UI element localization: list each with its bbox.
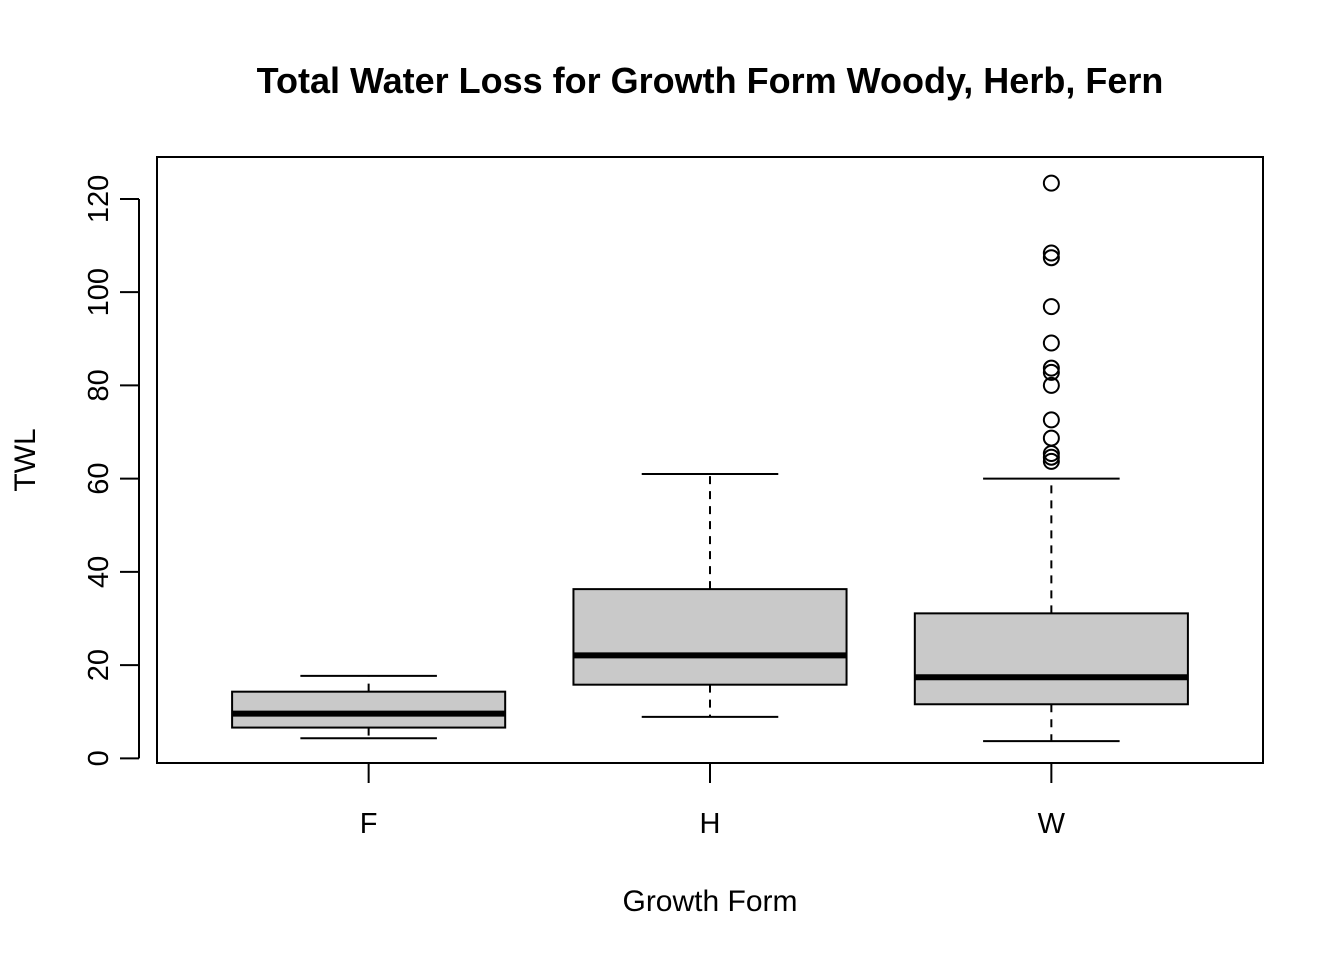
outlier-point: [1042, 363, 1060, 381]
y-tick-label: 20: [83, 649, 115, 681]
outlier-point: [1042, 249, 1060, 267]
outlier-point: [1042, 429, 1060, 447]
outlier-point: [1042, 411, 1060, 429]
chart-title: Total Water Loss for Growth Form Woody, …: [257, 60, 1164, 101]
y-tick-label: 60: [83, 463, 115, 495]
iqr-box: [572, 588, 848, 686]
y-axis: 0 20 40 60 80 100 120: [83, 175, 140, 766]
y-tick-label: 0: [83, 750, 115, 766]
x-tick-label: W: [1038, 808, 1066, 840]
box-H: [572, 472, 848, 718]
x-tick-label: F: [360, 808, 378, 840]
iqr-box: [913, 612, 1189, 706]
outlier-point: [1042, 359, 1060, 377]
y-tick-label: 80: [83, 369, 115, 401]
y-tick-label: 40: [83, 556, 115, 588]
outlier-point: [1042, 334, 1060, 352]
outlier-point: [1042, 174, 1060, 192]
boxes: [231, 174, 1189, 743]
outlier-point: [1042, 452, 1060, 470]
outlier-point: [1042, 244, 1060, 262]
y-axis-label: TWL: [9, 428, 42, 491]
y-tick-label: 100: [83, 268, 115, 316]
y-tick-label: 120: [83, 175, 115, 223]
box-W: [913, 174, 1189, 743]
box-F: [231, 674, 507, 740]
outlier-point: [1042, 298, 1060, 316]
outlier-point: [1042, 376, 1060, 394]
iqr-box: [231, 690, 507, 729]
x-axis-label: Growth Form: [622, 885, 797, 918]
x-tick-label: H: [700, 808, 721, 840]
